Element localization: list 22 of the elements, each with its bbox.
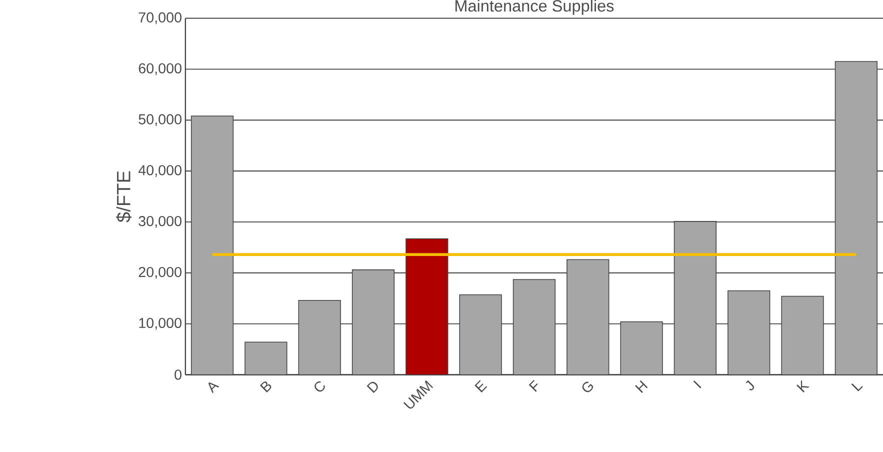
x-tick-label: I [693, 380, 702, 389]
x-tick-label: K [796, 380, 810, 393]
y-tick-label: 70,000 [138, 12, 182, 24]
y-tick-label: 20,000 [138, 267, 182, 279]
x-tick-label: G [582, 382, 594, 392]
chart-title: Maintenance Supplies [455, 0, 614, 16]
x-tick-label: E [474, 380, 488, 393]
y-axis-title: $/FTE [116, 171, 132, 223]
x-tick-label: F [528, 380, 538, 392]
x-tick-label: J [746, 380, 754, 391]
x-tick-label: A [208, 382, 220, 394]
x-tick-label: D [366, 382, 378, 394]
x-tick-label: B [260, 382, 272, 393]
y-tick-label: 50,000 [138, 114, 182, 126]
y-tick-label: 30,000 [138, 216, 182, 228]
y-tick-label: 0 [174, 370, 182, 380]
x-tick-label: L [851, 384, 863, 392]
y-tick-label: 40,000 [138, 165, 182, 178]
y-tick-label: 10,000 [139, 318, 182, 330]
x-tick-label: H [635, 380, 648, 394]
x-tick-label: C [314, 382, 325, 392]
y-tick-label: 60,000 [138, 63, 182, 76]
